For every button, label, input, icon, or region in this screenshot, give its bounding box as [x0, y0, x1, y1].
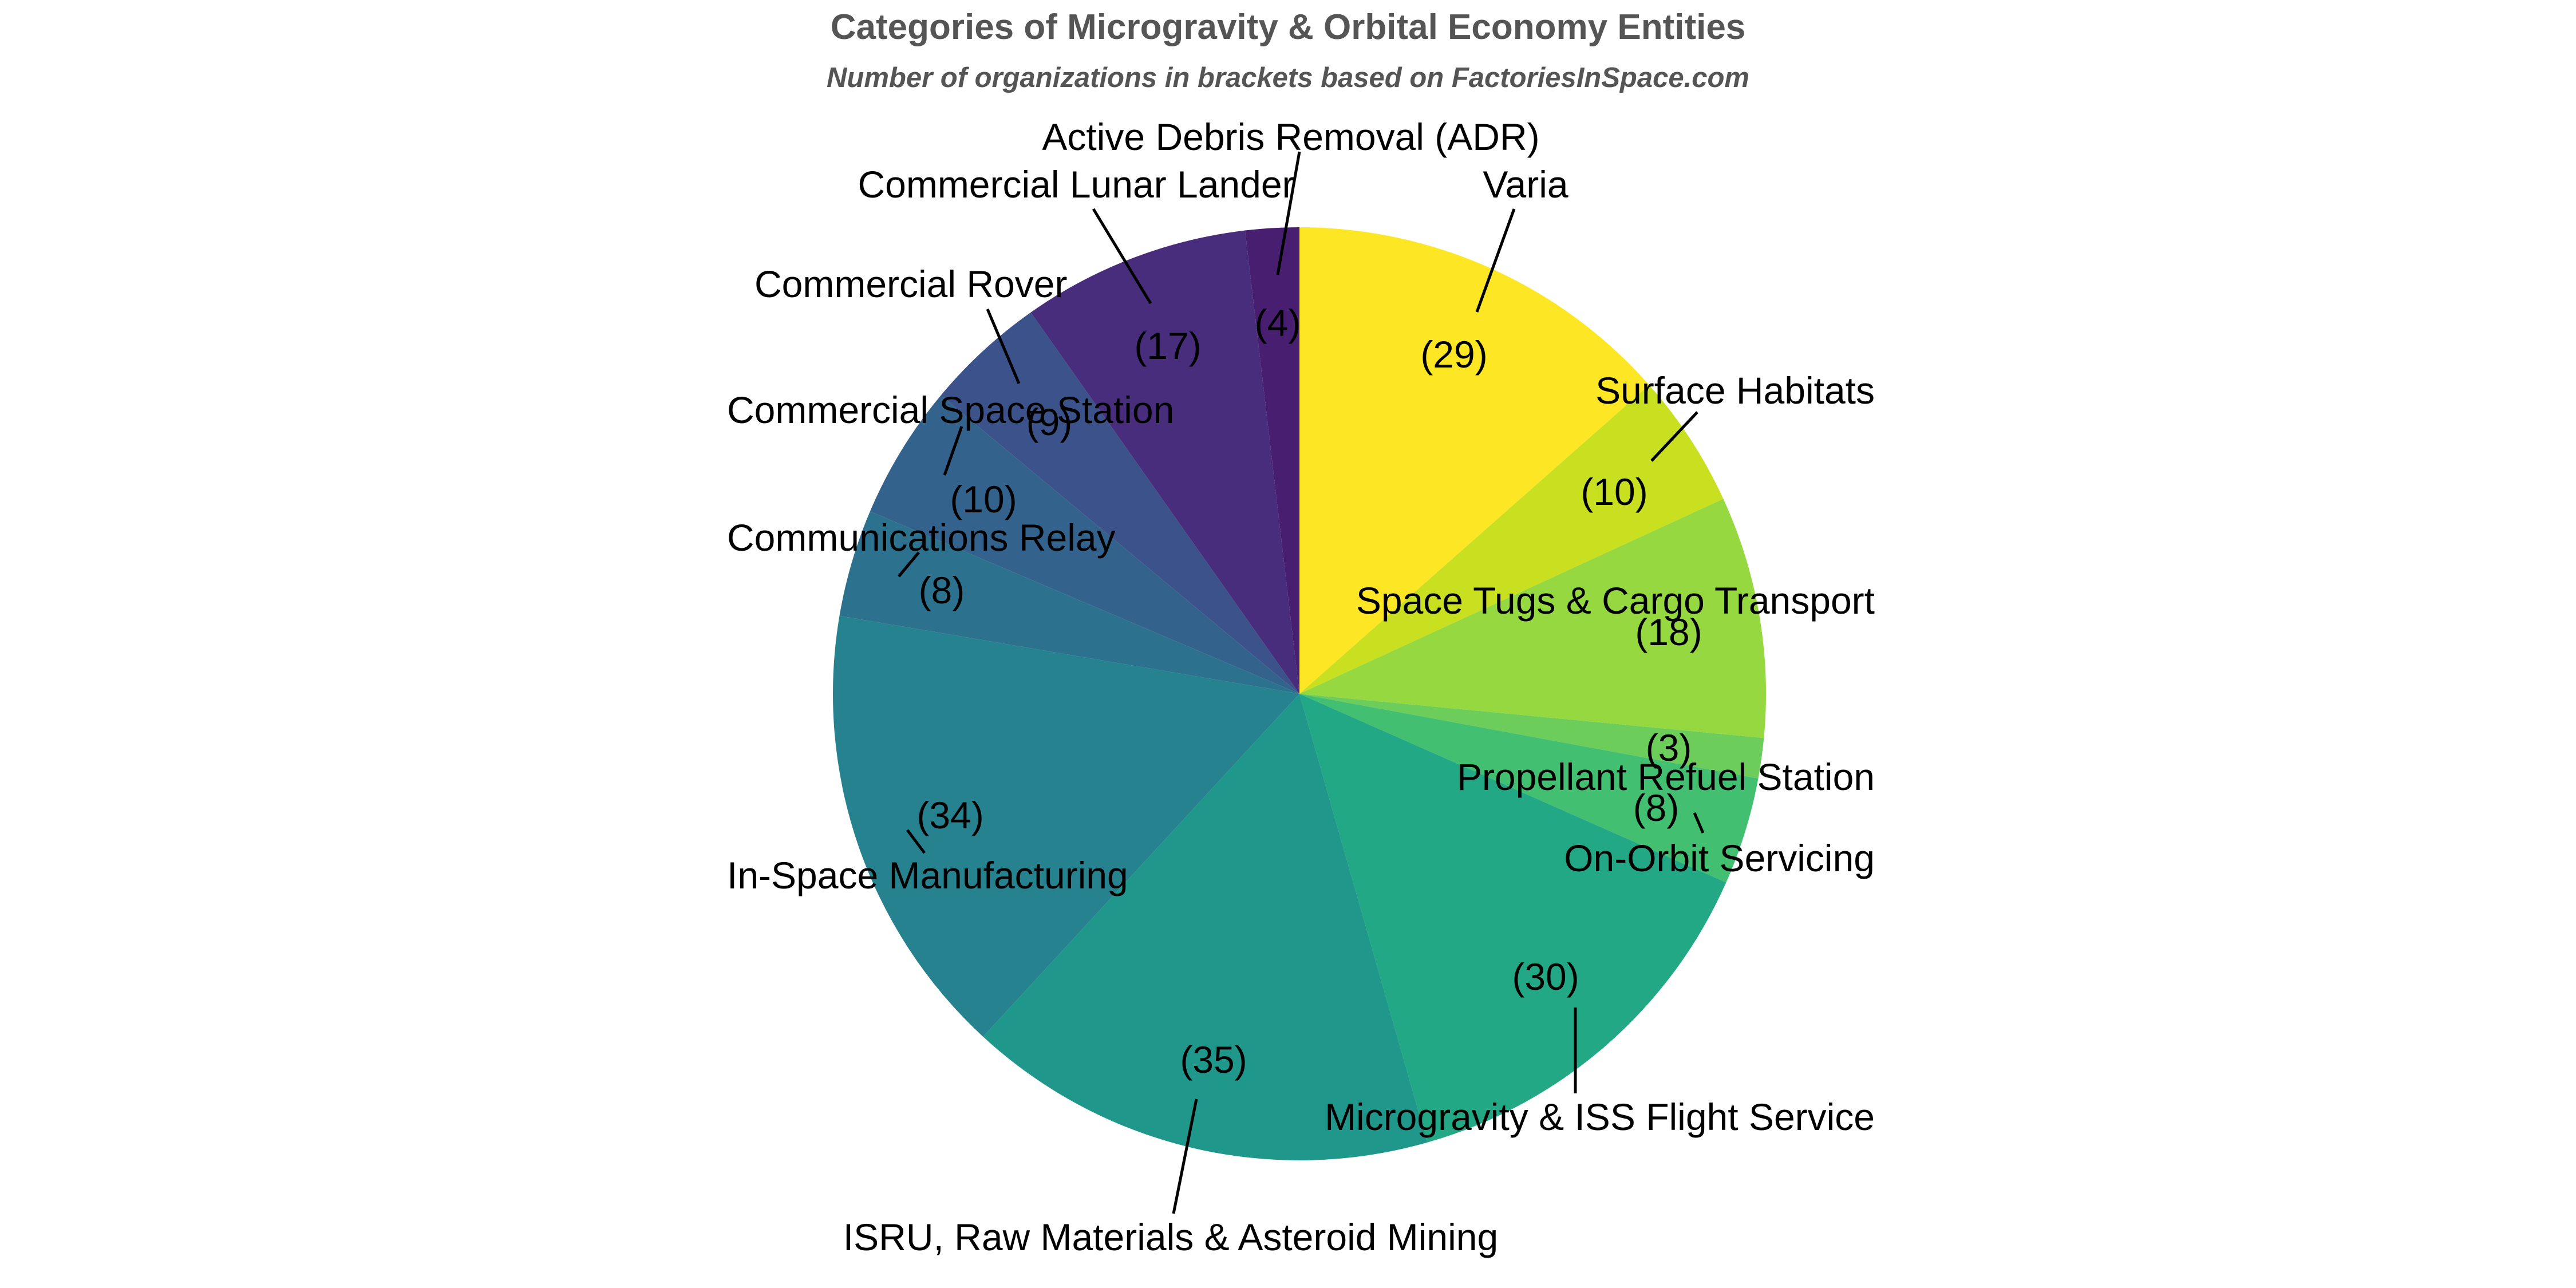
leader-line-6	[1172, 1099, 1198, 1214]
slice-value-2: (18)	[1635, 611, 1702, 653]
slice-label-9: Commercial Space Station	[727, 389, 1174, 431]
pie-slices	[832, 227, 1766, 1160]
slice-value-6: (35)	[1180, 1038, 1247, 1081]
slice-value-5: (30)	[1512, 955, 1579, 998]
slice-value-8: (8)	[919, 569, 965, 611]
leader-line-8	[898, 551, 920, 578]
slice-label-5: Microgravity & ISS Flight Service	[1325, 1096, 1875, 1138]
slice-value-3: (3)	[1646, 726, 1692, 769]
leader-line-7	[906, 829, 926, 854]
leader-line-0	[1475, 208, 1516, 313]
pie-slice-11	[1030, 230, 1299, 694]
pie-slice-1	[1299, 385, 1724, 694]
slice-label-8: Communications Relay	[727, 516, 1116, 559]
slice-label-12: Active Debris Removal (ADR)	[1042, 116, 1539, 158]
leader-line-12	[1276, 151, 1301, 275]
leader-line-on-orbit	[1693, 812, 1705, 833]
pie-slice-0	[1299, 227, 1649, 694]
slice-labels: Varia (29) Surface Habitats (10) Space Tugs …	[727, 116, 1875, 1258]
slice-label-10: Commercial Rover	[754, 263, 1067, 305]
pie-slice-10	[941, 312, 1299, 694]
slice-label-0: Varia	[1483, 163, 1568, 206]
pie-slice-8	[839, 511, 1299, 694]
slice-label-2: Space Tugs & Cargo Transport	[1356, 579, 1875, 622]
chart-subtitle: Number of organizations in brackets base…	[827, 62, 1749, 93]
slice-label-11: Commercial Lunar Lander	[858, 163, 1294, 206]
leader-line-1	[1650, 411, 1698, 462]
slice-value-7: (34)	[916, 794, 983, 836]
slice-value-4: (8)	[1633, 787, 1680, 829]
chart-title: Categories of Microgravity & Orbital Eco…	[831, 7, 1746, 47]
pie-slice-3	[1299, 694, 1764, 779]
pie-slice-7	[832, 615, 1299, 1037]
leader-line-10	[986, 309, 1021, 384]
slice-label-3: Propellant Refuel Station	[1457, 756, 1875, 798]
slice-value-9: (10)	[950, 478, 1017, 520]
pie-slice-9	[870, 395, 1299, 694]
slice-label-6: ISRU, Raw Materials & Asteroid Mining	[843, 1216, 1498, 1258]
slice-value-0: (29)	[1420, 333, 1487, 376]
slice-value-11: (17)	[1134, 325, 1201, 367]
slice-label-1: Surface Habitats	[1595, 369, 1875, 412]
pie-slice-6	[983, 694, 1428, 1160]
pie-slice-4	[1299, 694, 1759, 883]
leader-line-11	[1092, 208, 1152, 305]
slice-label-4: On-Orbit Servicing	[1564, 837, 1875, 879]
leader-line-9	[943, 426, 963, 476]
slice-value-1: (10)	[1581, 471, 1647, 513]
pie-slice-2	[1299, 499, 1766, 738]
slice-label-7: In-Space Manufacturing	[727, 854, 1128, 896]
pie-slice-12	[1244, 227, 1299, 694]
slice-value-10: (9)	[1026, 401, 1073, 443]
leader-lines	[898, 151, 1705, 1214]
slice-value-12: (4)	[1255, 302, 1301, 344]
pie-slice-5	[1299, 694, 1726, 1143]
